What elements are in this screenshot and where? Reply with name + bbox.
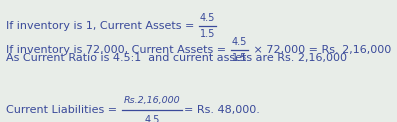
Text: 1.5: 1.5 [200, 29, 215, 39]
Text: If inventory is 72,000, Current Assets =: If inventory is 72,000, Current Assets = [6, 45, 229, 55]
Text: = Rs. 48,000.: = Rs. 48,000. [184, 105, 260, 115]
Text: 4.5: 4.5 [200, 13, 215, 23]
Text: × 72,000 = Rs. 2,16,000: × 72,000 = Rs. 2,16,000 [250, 45, 391, 55]
Text: 4.5: 4.5 [231, 37, 247, 47]
Text: Current Liabilities =: Current Liabilities = [6, 105, 121, 115]
Text: As Current Ratio is 4.5:1  and current assets are Rs. 2,16,000: As Current Ratio is 4.5:1 and current as… [6, 53, 347, 63]
Text: 4.5: 4.5 [144, 115, 160, 122]
Text: 1.5: 1.5 [231, 53, 247, 63]
Text: If inventory is 1, Current Assets =: If inventory is 1, Current Assets = [6, 21, 198, 31]
Text: Rs.2,16,000: Rs.2,16,000 [123, 97, 180, 106]
